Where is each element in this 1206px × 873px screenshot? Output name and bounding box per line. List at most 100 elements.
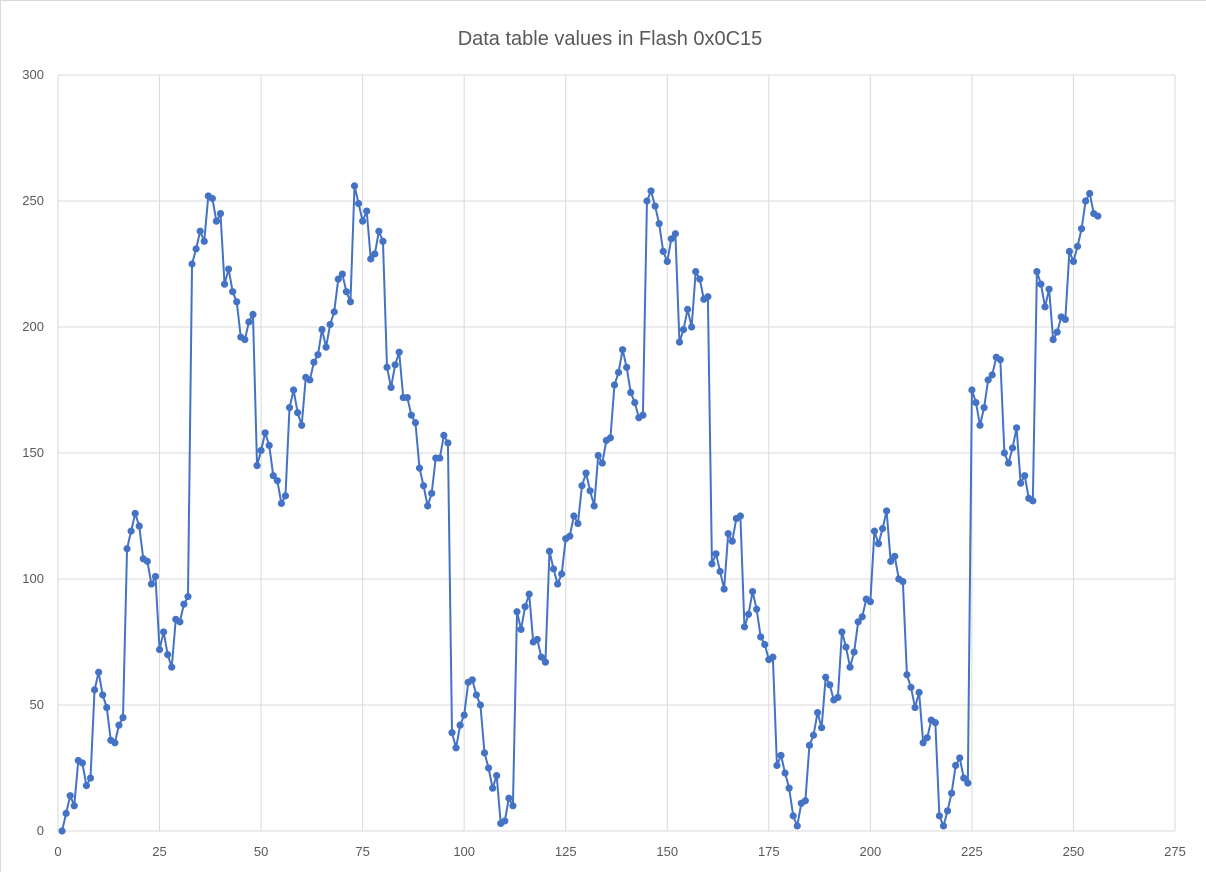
data-point [1073,242,1082,250]
data-point [1037,280,1045,288]
data-point [261,429,269,437]
data-point [127,527,135,535]
data-point [160,628,168,636]
data-point [566,532,574,540]
data-point [326,320,334,329]
data-point [1021,472,1029,480]
y-tick-label: 250 [22,193,44,208]
x-tick-label: 150 [656,844,678,859]
data-point [298,421,306,429]
data-point [444,439,452,447]
x-tick-label: 250 [1063,844,1085,859]
data-point [281,492,290,500]
data-point [753,605,761,613]
data-point [627,388,635,397]
data-point [614,368,623,376]
data-point [119,714,127,722]
data-point [111,739,119,747]
data-point [184,593,192,601]
data-point [249,310,257,318]
data-point [1033,267,1041,276]
data-point [424,502,432,510]
data-point [176,618,184,626]
data-point [740,623,749,631]
x-tick-label: 225 [961,844,983,859]
data-point [1086,189,1094,198]
data-point [866,598,874,606]
data-point [314,351,322,359]
data-point [411,419,420,427]
data-point [188,260,196,268]
data-point [428,489,436,497]
data-point [517,625,525,634]
data-point [245,318,253,326]
data-point [1061,315,1069,324]
data-point [277,499,285,507]
data-point [968,386,976,394]
data-point [704,293,712,301]
data-point [960,774,968,782]
data-point [720,585,728,593]
data-point [939,822,948,830]
data-point [858,613,866,621]
data-point [923,734,931,742]
data-point [777,751,785,760]
data-point [980,404,988,412]
data-point [200,237,208,245]
data-point [143,557,151,565]
data-point [99,691,107,699]
data-point [350,182,359,190]
data-point [578,482,586,490]
y-tick-label: 150 [22,445,44,460]
data-point [269,472,277,480]
data-point [196,227,204,235]
data-point [476,701,485,709]
data-point [265,441,273,450]
data-point [90,686,99,694]
y-tick-label: 300 [22,67,44,82]
data-point [70,802,78,810]
data-point [1017,479,1025,487]
data-point [769,653,777,661]
data-point [545,547,554,555]
data-point [761,640,769,649]
data-point [493,771,501,780]
data-point [216,210,225,218]
data-point [135,522,143,530]
data-point [679,325,688,334]
data-point [716,567,724,576]
x-tick-label: 25 [152,844,166,859]
data-point [935,812,944,820]
data-point [582,469,590,477]
data-point [549,565,558,573]
data-point [513,608,521,616]
data-point [911,703,919,712]
data-point [354,199,363,208]
data-point [1053,328,1061,336]
x-tick-label: 275 [1164,844,1186,859]
data-point [558,570,566,578]
data-point [801,797,809,805]
data-point [988,371,996,379]
data-point [594,451,602,460]
data-point [943,807,952,815]
data-point [590,502,598,510]
data-point [878,525,887,533]
data-point [712,550,720,558]
data-point [229,288,237,296]
data-point [984,376,992,384]
data-point [813,708,822,717]
data-point [241,336,249,344]
data-point [257,446,265,455]
data-point [1049,336,1057,344]
data-point [899,577,907,586]
data-point [1069,257,1078,266]
data-point [919,739,927,747]
data-point [1082,197,1090,205]
data-point [1029,497,1037,505]
data-point [915,688,923,697]
data-point [452,744,460,752]
data-point [570,512,578,520]
data-point [338,270,346,278]
